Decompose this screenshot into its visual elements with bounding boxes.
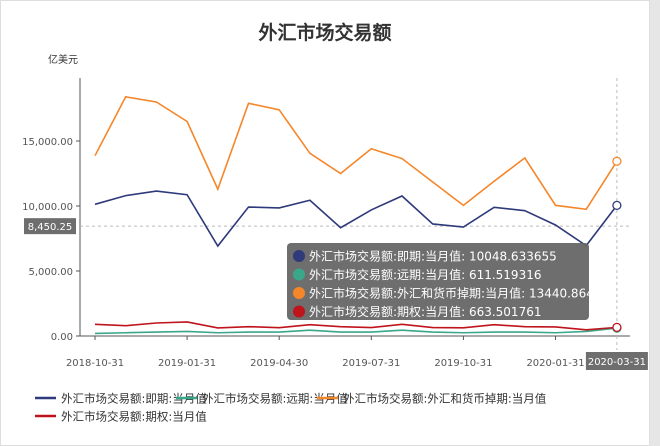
tooltip-marker [293,250,305,262]
x-tick-label: 2020-01-31 [526,358,584,369]
x-tick-label: 2019-04-30 [250,358,308,369]
y-tick-label: 0.00 [51,332,73,343]
legend-label: 外汇市场交易额:期权:当月值 [61,410,207,424]
tooltip-marker [293,287,305,299]
y-tick-label: 15,000.00 [22,137,73,148]
data-point[interactable] [612,156,622,166]
y-axis-unit: 亿美元 [48,53,78,66]
y-tick-label: 10,000.00 [22,202,73,213]
legend-label: 外汇市场交易额:远期:当月值 [202,392,348,406]
data-point[interactable] [612,200,622,211]
legend-item[interactable]: 外汇市场交易额:期权:当月值 [35,410,207,424]
tooltip-row: 外汇市场交易额:远期:当月值: 611.519316 [309,267,541,282]
svg-text:2020-03-31: 2020-03-31 [588,357,646,368]
legend-item[interactable]: 外汇市场交易额:远期:当月值 [176,392,348,406]
svg-text:8,450.25: 8,450.25 [28,222,73,233]
series-line-0 [94,190,618,248]
x-tick-label: 2018-10-31 [66,358,124,369]
series-line-2 [94,95,618,211]
tooltip-marker [293,268,305,281]
crosshair-y-label: 8,450.25 [24,218,76,235]
series-line-1 [94,327,617,335]
y-tick-label: 5,000.00 [28,267,73,278]
legend-item[interactable]: 外汇市场交易额:即期:当月值 [35,392,207,406]
data-point[interactable] [612,322,622,333]
tooltip-marker [293,305,305,318]
x-tick-label: 2019-07-31 [342,358,400,369]
tooltip-row: 外汇市场交易额:外汇和货币掉期:当月值: 13440.864327 [309,286,617,301]
tooltip-row: 外汇市场交易额:即期:当月值: 10048.633655 [309,249,557,264]
tooltip-row: 外汇市场交易额:期权:当月值: 663.501761 [309,304,541,319]
legend-item[interactable]: 外汇市场交易额:外汇和货币掉期:当月值 [317,392,547,406]
crosshair-x-label: 2020-03-31 [585,352,648,370]
x-tick-label: 2019-01-31 [158,358,216,369]
x-tick-label: 2019-10-31 [434,358,492,369]
series-line-3 [94,321,617,331]
legend-label: 外汇市场交易额:即期:当月值 [61,392,207,406]
chart-title: 外汇市场交易额 [258,21,391,44]
scrollbar[interactable] [650,0,660,446]
legend-label: 外汇市场交易额:外汇和货币掉期:当月值 [343,392,547,406]
tooltip: 外汇市场交易额:即期:当月值: 10048.633655 外汇市场交易额:远期:当… [287,243,617,320]
